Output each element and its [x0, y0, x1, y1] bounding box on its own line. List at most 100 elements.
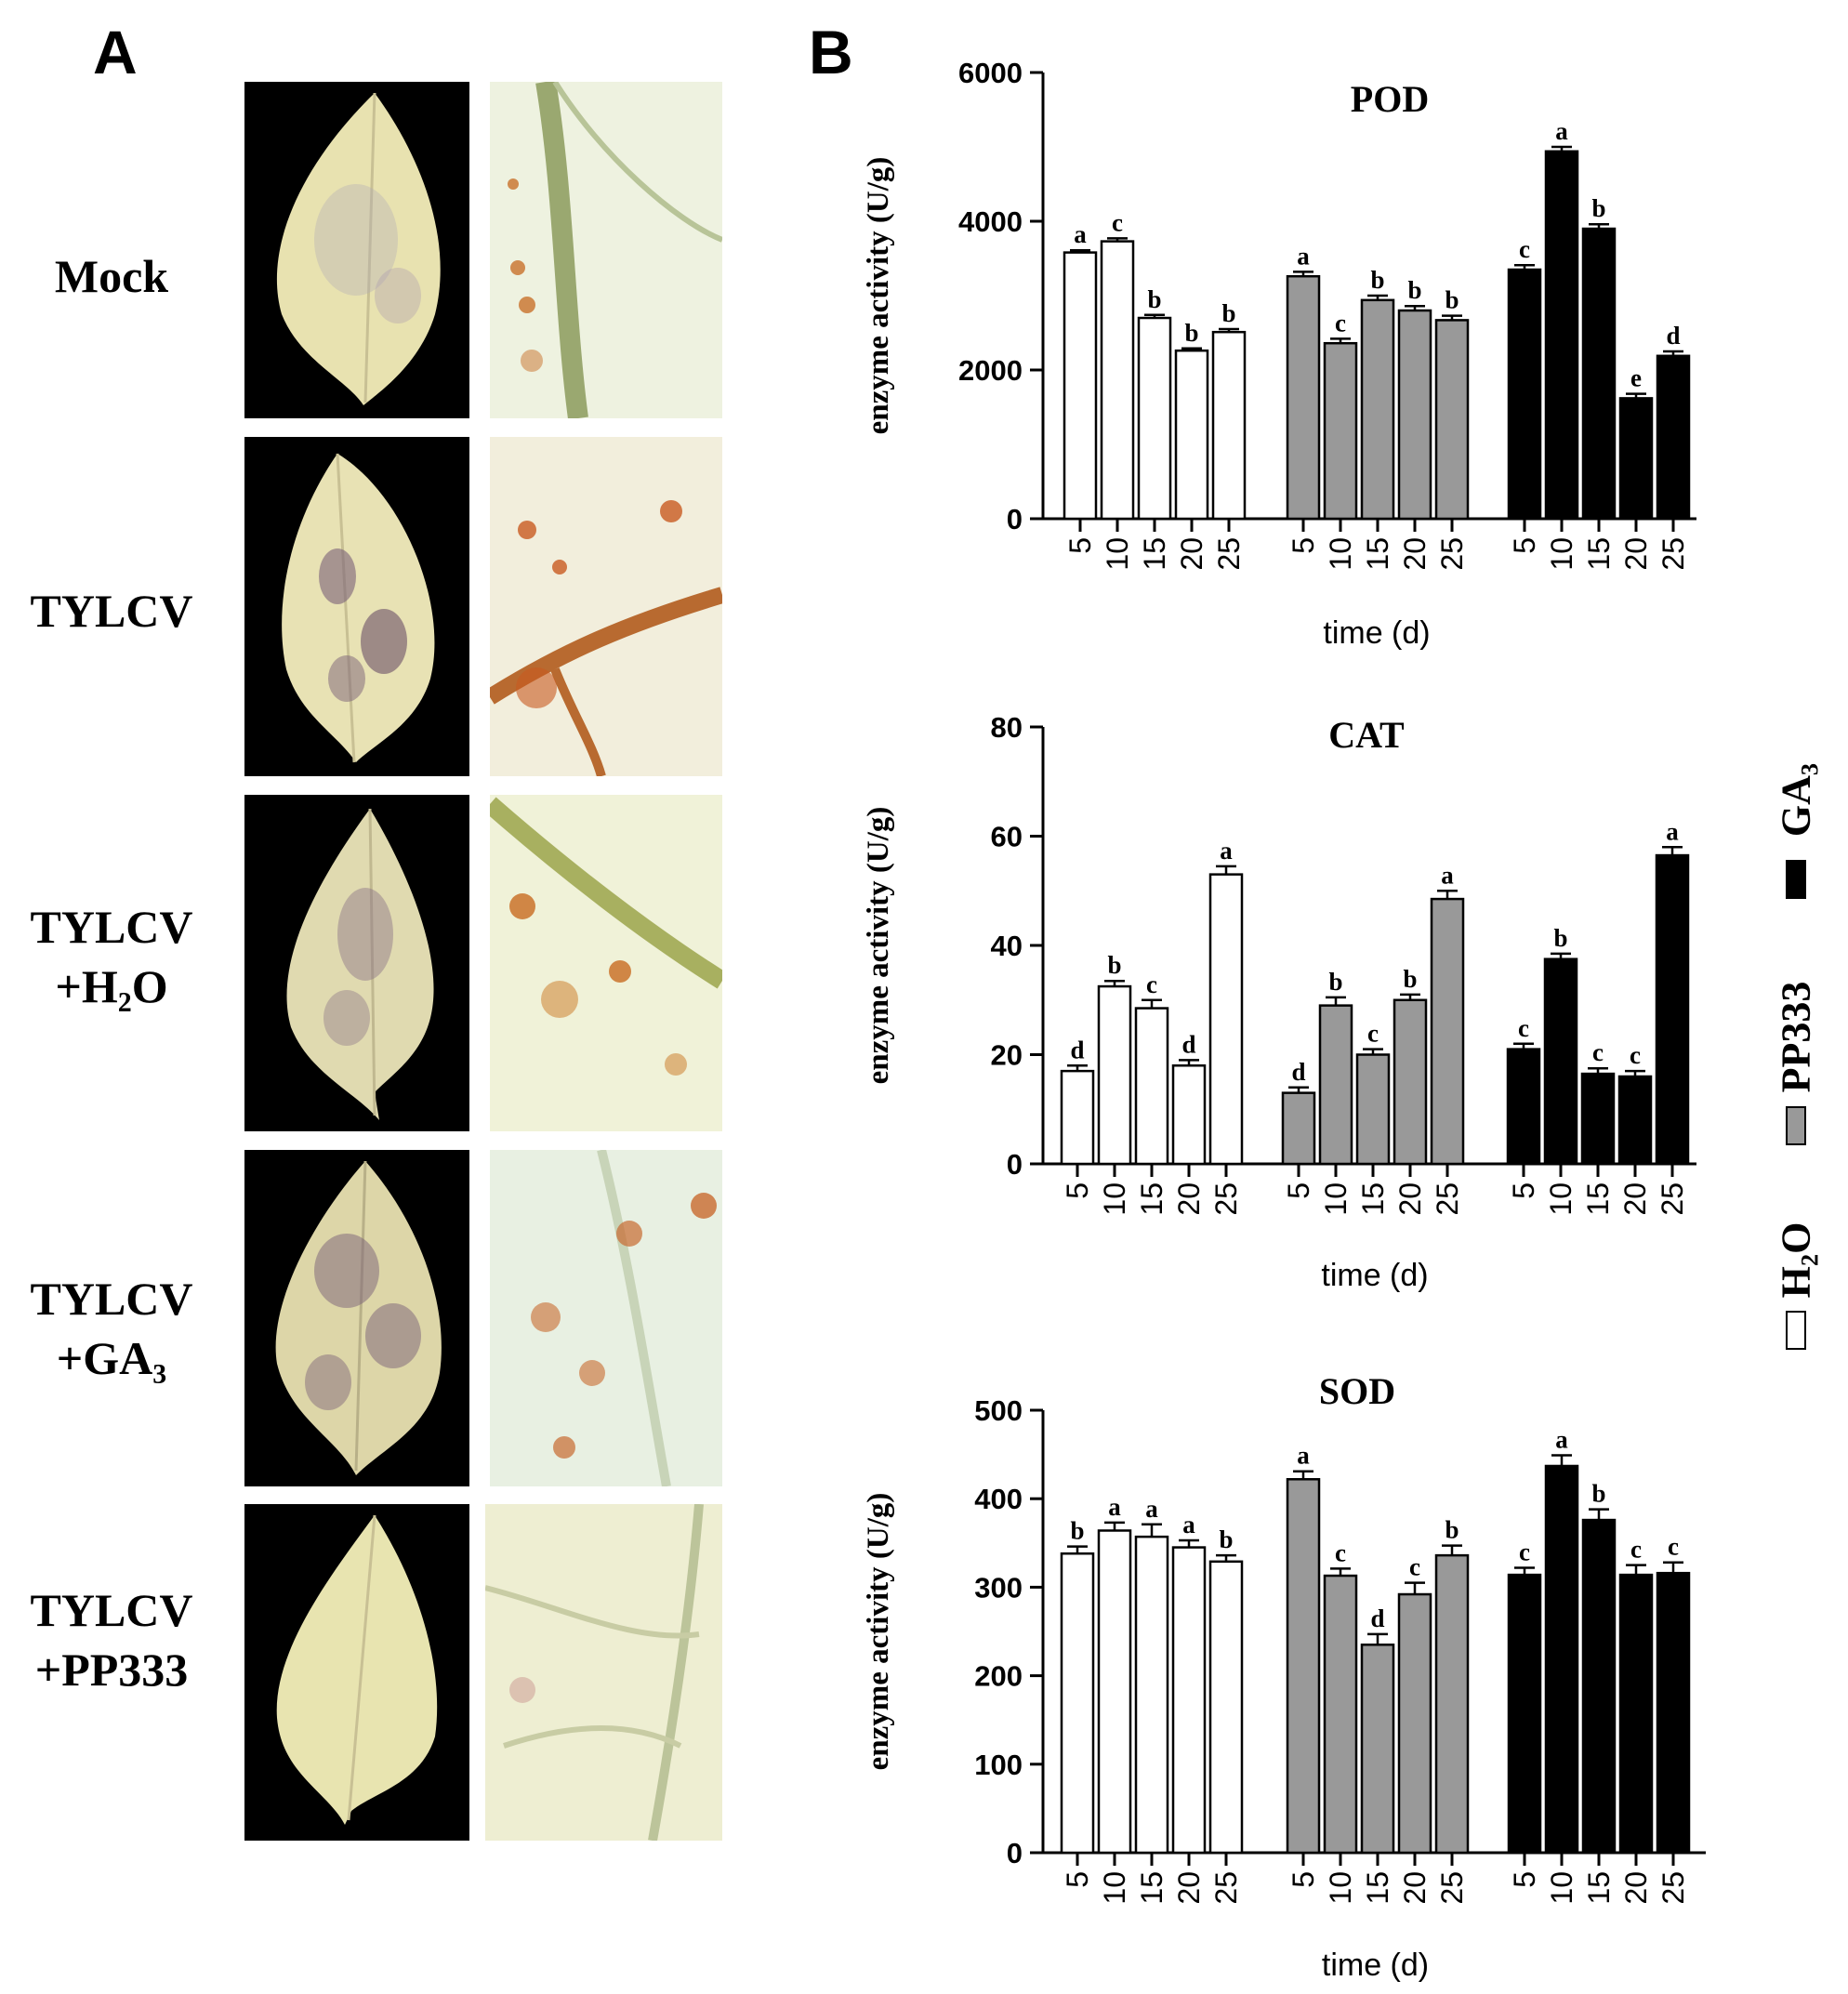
legend-label: H₂O	[1773, 1221, 1819, 1299]
bar	[1580, 1072, 1616, 1166]
x-tick-label: 20	[1398, 537, 1432, 571]
legend: GA₃ PP333 H₂O	[1762, 734, 1845, 1367]
x-tick-label: 20	[1619, 537, 1653, 571]
significance-letter: d	[1291, 1058, 1305, 1086]
x-tick-label: 25	[1209, 1871, 1243, 1905]
row-label-tylcv-h2o: TYLCV +H₂O	[0, 897, 223, 1016]
x-tick-label: 5	[1063, 537, 1097, 554]
bar	[1208, 1560, 1244, 1855]
y-tick-label: 500	[974, 1394, 1023, 1427]
chart-title: POD	[1351, 78, 1429, 120]
significance-letter: c	[1668, 1533, 1679, 1561]
x-tick-label: 15	[1135, 1871, 1168, 1905]
row-label-line: +PP333	[34, 1644, 189, 1696]
row-label-line: +H₂O	[55, 960, 168, 1012]
x-axis-label: time (d)	[1321, 1258, 1428, 1293]
y-axis-label: enzyme activity (U/g)	[862, 807, 895, 1085]
x-tick-label: 10	[1098, 1182, 1131, 1216]
significance-letter: c	[1592, 1038, 1604, 1066]
x-tick-label: 25	[1656, 1182, 1689, 1216]
x-tick-label: 25	[1657, 537, 1690, 571]
significance-letter: b	[1328, 968, 1342, 996]
significance-letter: a	[1220, 837, 1233, 865]
bar	[1507, 268, 1542, 521]
bar	[1323, 1574, 1358, 1855]
bar	[1208, 873, 1244, 1166]
row-label-tylcv: TYLCV	[0, 581, 223, 640]
y-tick-label: 400	[974, 1483, 1023, 1515]
y-tick-label: 6000	[958, 57, 1023, 89]
significance-letter: b	[1407, 276, 1421, 304]
bar	[1211, 330, 1247, 521]
significance-letter: a	[1182, 1511, 1195, 1538]
x-tick-label: 25	[1435, 537, 1469, 571]
y-tick-label: 20	[991, 1039, 1023, 1072]
row-label-line: +GA₃	[56, 1332, 167, 1384]
x-tick-label: 10	[1324, 537, 1357, 571]
bar	[1171, 1064, 1207, 1166]
leaf-photo-tylcv	[244, 437, 469, 776]
y-tick-label: 60	[991, 821, 1023, 853]
bar	[1134, 1535, 1169, 1855]
chart-title: CAT	[1328, 714, 1405, 756]
y-tick-label: 300	[974, 1571, 1023, 1604]
bar	[1286, 274, 1321, 521]
x-tick-label: 20	[1172, 1182, 1206, 1216]
bar	[1655, 853, 1690, 1166]
bar	[1506, 1048, 1541, 1166]
significance-letter: c	[1409, 1553, 1420, 1581]
row-label-line: Mock	[54, 250, 169, 302]
significance-letter: d	[1070, 1036, 1084, 1063]
x-tick-label: 10	[1101, 537, 1134, 571]
significance-letter: a	[1108, 1493, 1121, 1521]
y-tick-label: 200	[974, 1660, 1023, 1693]
significance-letter: b	[1147, 285, 1161, 313]
bar	[1171, 1546, 1207, 1855]
significance-letter: d	[1666, 322, 1680, 350]
leaf-photo-mock	[244, 82, 469, 418]
x-tick-label: 10	[1545, 1871, 1578, 1905]
x-axis-label: time (d)	[1323, 615, 1430, 651]
x-tick-label: 20	[1398, 1871, 1432, 1905]
bar	[1097, 984, 1132, 1166]
x-tick-label: 10	[1324, 1871, 1357, 1905]
x-tick-label: 5	[1508, 537, 1541, 554]
significance-letter: a	[1441, 861, 1454, 889]
significance-letter: c	[1335, 309, 1346, 337]
significance-letter: a	[1555, 1426, 1568, 1454]
significance-letter: d	[1181, 1030, 1195, 1058]
significance-letter: b	[1403, 965, 1417, 993]
x-tick-label: 5	[1061, 1871, 1094, 1888]
y-tick-label: 80	[991, 711, 1023, 744]
bar	[1318, 1004, 1353, 1166]
bar	[1397, 309, 1432, 521]
x-tick-label: 20	[1175, 537, 1208, 571]
x-tick-label: 15	[1361, 1871, 1394, 1905]
significance-letter: b	[1070, 1517, 1084, 1545]
bar	[1174, 349, 1209, 521]
legend-label: PP333	[1773, 981, 1819, 1093]
significance-letter: c	[1518, 1014, 1529, 1042]
row-label-line: TYLCV	[30, 1584, 193, 1636]
bar	[1286, 1478, 1321, 1855]
x-tick-label: 5	[1508, 1871, 1541, 1888]
significance-letter: b	[1591, 1480, 1605, 1508]
row-label-mock: Mock	[0, 246, 223, 306]
significance-letter: d	[1370, 1604, 1384, 1632]
significance-letter: b	[1591, 194, 1605, 222]
bar	[1060, 1552, 1095, 1855]
bar	[1618, 1573, 1654, 1855]
x-tick-label: 25	[1431, 1182, 1464, 1216]
y-tick-label: 2000	[958, 354, 1023, 387]
bar	[1507, 1573, 1542, 1855]
x-tick-label: 10	[1544, 1182, 1577, 1216]
bar	[1617, 1075, 1653, 1166]
bar	[1097, 1529, 1132, 1855]
y-tick-label: 100	[974, 1749, 1023, 1781]
leaf-photo-tylcv-ga3	[244, 1150, 469, 1486]
significance-letter: b	[1219, 1525, 1233, 1553]
significance-letter: b	[1370, 266, 1384, 294]
significance-letter: a	[1555, 117, 1568, 145]
legend-swatch	[1786, 1311, 1806, 1350]
bar	[1393, 998, 1428, 1166]
